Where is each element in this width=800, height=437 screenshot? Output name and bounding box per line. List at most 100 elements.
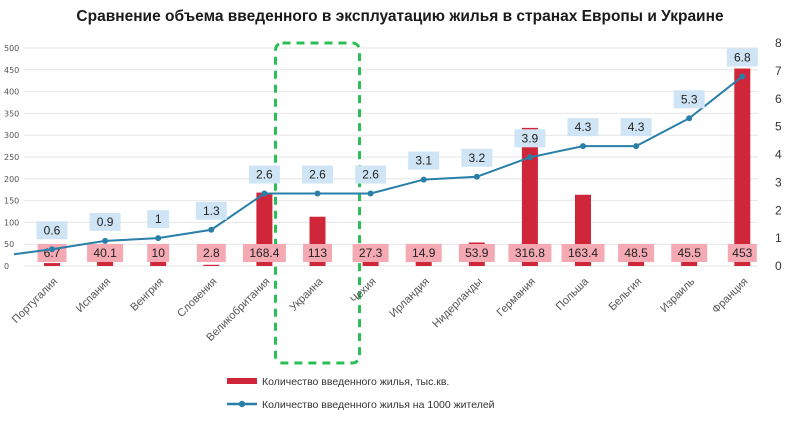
line-point-Испания (102, 237, 109, 244)
legend-bar-label: Количество введенного жилья, тыс.кв. (262, 376, 449, 388)
bar-Португалия (44, 263, 60, 266)
bar-value-label: 45.5 (678, 246, 702, 260)
line-label-bg (89, 212, 121, 231)
bar-value-label: 113 (308, 246, 327, 260)
line-value-label: 1.3 (203, 204, 220, 218)
bar-label-bg (727, 244, 757, 262)
line-point-Польша (580, 143, 586, 150)
legend-line-label: Количество введенного жилья на 1000 жите… (262, 399, 495, 411)
category-label: Испания (74, 276, 113, 315)
line-value-label: 2.6 (362, 168, 379, 182)
bar-label-bg (405, 244, 442, 262)
highlight-box-ukraine (274, 41, 361, 365)
highlight-layer (274, 41, 361, 365)
line-label-bg (726, 48, 758, 67)
line-value-label: 2.6 (256, 168, 273, 182)
y-left-tick-label: 0 (4, 262, 9, 271)
bar-value-label: 163.4 (568, 246, 598, 260)
category-label: Бельгия (607, 276, 645, 314)
bar-Словения (203, 264, 220, 266)
y-left-tick-label: 100 (4, 218, 19, 227)
line-point-Венгрия (155, 235, 162, 242)
gridlines (24, 47, 758, 267)
y-axis-left: 0 50 100 150 200 250 300 350 400 450 500 (4, 44, 19, 271)
line-label-bg (567, 118, 599, 137)
line-point-Франция (739, 73, 746, 80)
bar-value-label: 53.9 (465, 246, 489, 260)
line-path (51, 75, 743, 251)
y-left-tick-label: 400 (4, 88, 19, 97)
bar-label-bg (458, 244, 495, 262)
y-left-tick-label: 50 (4, 240, 14, 249)
bar-label-bg (352, 244, 389, 262)
category-label: Франция (710, 276, 750, 316)
line-lead-in (13, 248, 53, 256)
y-right-tick-label: 7 (775, 64, 782, 78)
line-label-bg (36, 221, 68, 240)
line-point-Чехия (367, 190, 374, 197)
bar-label-bg (508, 244, 552, 262)
bar-value-label: 14.9 (412, 246, 436, 260)
bar-label-bg (147, 244, 170, 262)
bar-Венгрия (150, 261, 167, 266)
chart-title: Сравнение объема введенного в эксплуатац… (76, 8, 724, 25)
line-value-label: 6.8 (734, 50, 751, 64)
x-axis-categories: Португалия Испания Венгрия СловенияВеликобр… (10, 275, 751, 344)
bar-Германия (521, 127, 538, 266)
line-value-label: 2.6 (309, 168, 326, 182)
y-right-tick-label: 1 (775, 231, 782, 245)
legend-bar-swatch (227, 378, 257, 384)
line-label-bg (514, 129, 546, 148)
legend-line-marker (238, 400, 246, 408)
bar-label-bg (87, 244, 124, 262)
line-value-label: 3.2 (468, 151, 485, 165)
category-label: Польша (554, 275, 592, 313)
line-value-label: 0.9 (97, 215, 114, 229)
line-point-Словения (208, 226, 215, 233)
line-value-label: 1 (155, 212, 162, 226)
line-series: 0.6 0.9 1 1.3 2.6 2.6 2.6 3.1 3.2 3.9 4.3 4.3 5.3 6.8 (13, 48, 758, 256)
bar-label-bg (618, 244, 655, 262)
line-label-bg (147, 210, 170, 229)
y-right-tick-label: 3 (775, 175, 782, 189)
line-value-label: 4.3 (575, 120, 592, 134)
category-label: Чехия (348, 276, 378, 306)
category-label: Ирландия (387, 276, 431, 320)
bar-label-bg (671, 244, 708, 262)
bar-value-label: 2.8 (203, 246, 220, 260)
y-left-tick-label: 250 (4, 153, 19, 162)
category-label: Нидерланды (430, 276, 485, 331)
bar-labels: 6.7 40.1 10 2.8 168.4 113 27.3 14.9 53.9 316.8 163… (37, 244, 757, 262)
bar-value-label: 48.5 (624, 246, 648, 260)
line-value-label: 3.9 (522, 131, 539, 145)
y-left-tick-label: 350 (4, 109, 19, 118)
category-label: Украина (288, 275, 327, 314)
bar-series (44, 68, 751, 266)
y-axis-right: 0 1 2 3 4 5 6 7 8 (775, 36, 782, 273)
line-label-bg (673, 90, 705, 109)
y-left-tick-label: 500 (4, 44, 19, 53)
line-value-label: 5.3 (681, 92, 698, 106)
line-point-Нидерланды (473, 173, 480, 180)
bar-Ирландия (415, 259, 432, 266)
bar-value-label: 168.4 (249, 246, 279, 260)
bar-value-label: 10 (152, 246, 166, 260)
line-value-label: 0.6 (44, 223, 61, 237)
line-label-bg (248, 165, 280, 184)
bar-value-label: 453 (732, 246, 752, 260)
line-point-Украина (314, 190, 321, 197)
bar-label-bg (303, 244, 332, 262)
y-left-tick-label: 300 (4, 131, 19, 140)
line-point-Ирландия (420, 176, 427, 183)
line-label-bg (461, 148, 493, 167)
y-left-tick-label: 150 (4, 197, 19, 206)
y-right-tick-label: 8 (775, 36, 782, 50)
bar-label-bg (196, 244, 226, 262)
bar-label-bg (561, 244, 605, 262)
category-label: Германия (495, 276, 538, 319)
bar-value-label: 40.1 (93, 246, 117, 260)
category-label: Португалия (10, 276, 60, 326)
line-value-label: 3.1 (415, 154, 432, 168)
bar-value-label: 316.8 (515, 246, 545, 260)
